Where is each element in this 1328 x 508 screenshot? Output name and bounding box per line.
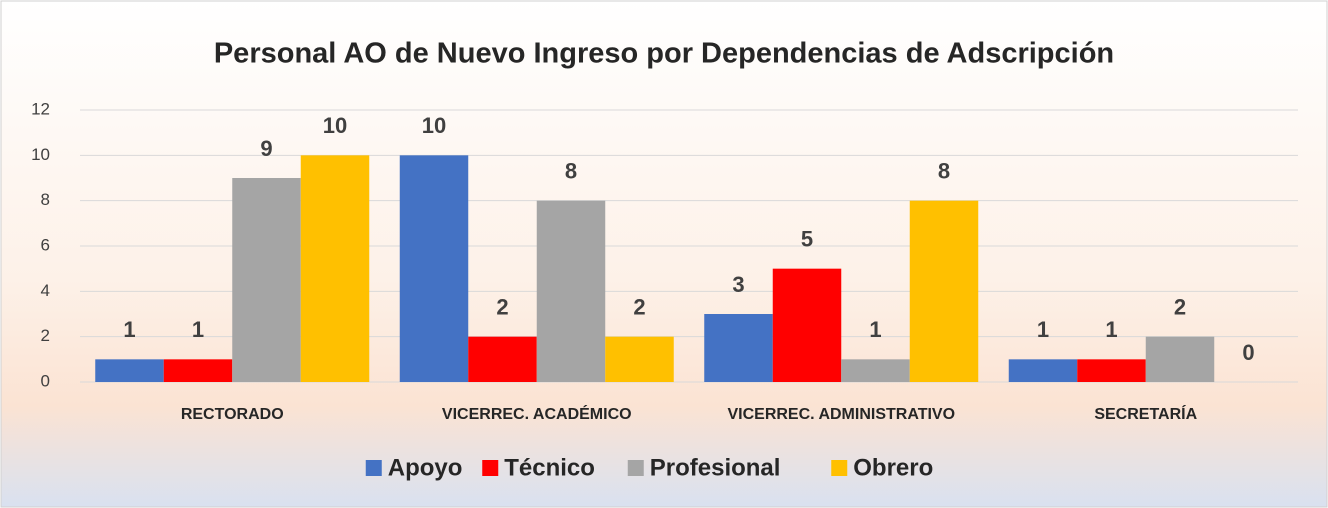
data-label: 9 xyxy=(260,136,272,161)
data-label: 1 xyxy=(123,317,135,342)
y-tick-label: 10 xyxy=(31,145,50,164)
x-tick-label: RECTORADO xyxy=(181,406,284,423)
y-tick-label: 12 xyxy=(31,99,50,118)
bar xyxy=(468,336,537,382)
legend-label: Apoyo xyxy=(388,454,463,481)
data-label: 2 xyxy=(1174,294,1186,319)
y-tick-label: 6 xyxy=(41,235,50,254)
bar xyxy=(1077,359,1146,382)
bar xyxy=(605,336,674,382)
legend-label: Profesional xyxy=(650,454,781,481)
bar xyxy=(1145,336,1215,382)
bar xyxy=(772,268,842,382)
bar xyxy=(536,200,606,382)
data-label: 8 xyxy=(938,158,950,183)
legend-label: Técnico xyxy=(504,454,595,481)
bar xyxy=(300,155,370,382)
data-label: 1 xyxy=(869,317,881,342)
x-tick-label: SECRETARÍA xyxy=(1094,404,1197,423)
legend-swatch xyxy=(365,460,382,476)
legend-swatch xyxy=(482,460,499,476)
bar xyxy=(1008,359,1078,382)
bar xyxy=(841,359,910,382)
data-label: 1 xyxy=(1105,317,1117,342)
bar xyxy=(232,178,301,382)
bar xyxy=(163,359,233,382)
x-tick-label: VICERREC. ADMINISTRATIVO xyxy=(727,406,955,423)
bar xyxy=(399,155,469,382)
y-tick-label: 0 xyxy=(41,371,50,390)
x-tick-label: VICERREC. ACADÉMICO xyxy=(442,404,632,423)
legend-label: Obrero xyxy=(853,454,933,481)
chart-title: Personal AO de Nuevo Ingreso por Depende… xyxy=(214,38,1114,70)
bar xyxy=(95,359,164,382)
data-label: 10 xyxy=(422,113,446,138)
data-label: 1 xyxy=(1037,317,1049,342)
data-label: 2 xyxy=(633,294,645,319)
y-tick-label: 8 xyxy=(41,190,50,209)
bar xyxy=(909,200,979,382)
data-label: 2 xyxy=(496,294,508,319)
legend-swatch xyxy=(831,460,848,476)
data-label: 3 xyxy=(732,272,744,297)
legend-swatch xyxy=(627,460,644,476)
y-tick-label: 2 xyxy=(41,326,50,345)
data-label: 1 xyxy=(192,317,204,342)
data-label: 10 xyxy=(323,113,347,138)
data-label: 5 xyxy=(801,226,813,251)
data-label: 0 xyxy=(1242,340,1254,365)
data-label: 8 xyxy=(565,158,577,183)
bar xyxy=(704,314,773,382)
y-tick-label: 4 xyxy=(41,281,50,300)
